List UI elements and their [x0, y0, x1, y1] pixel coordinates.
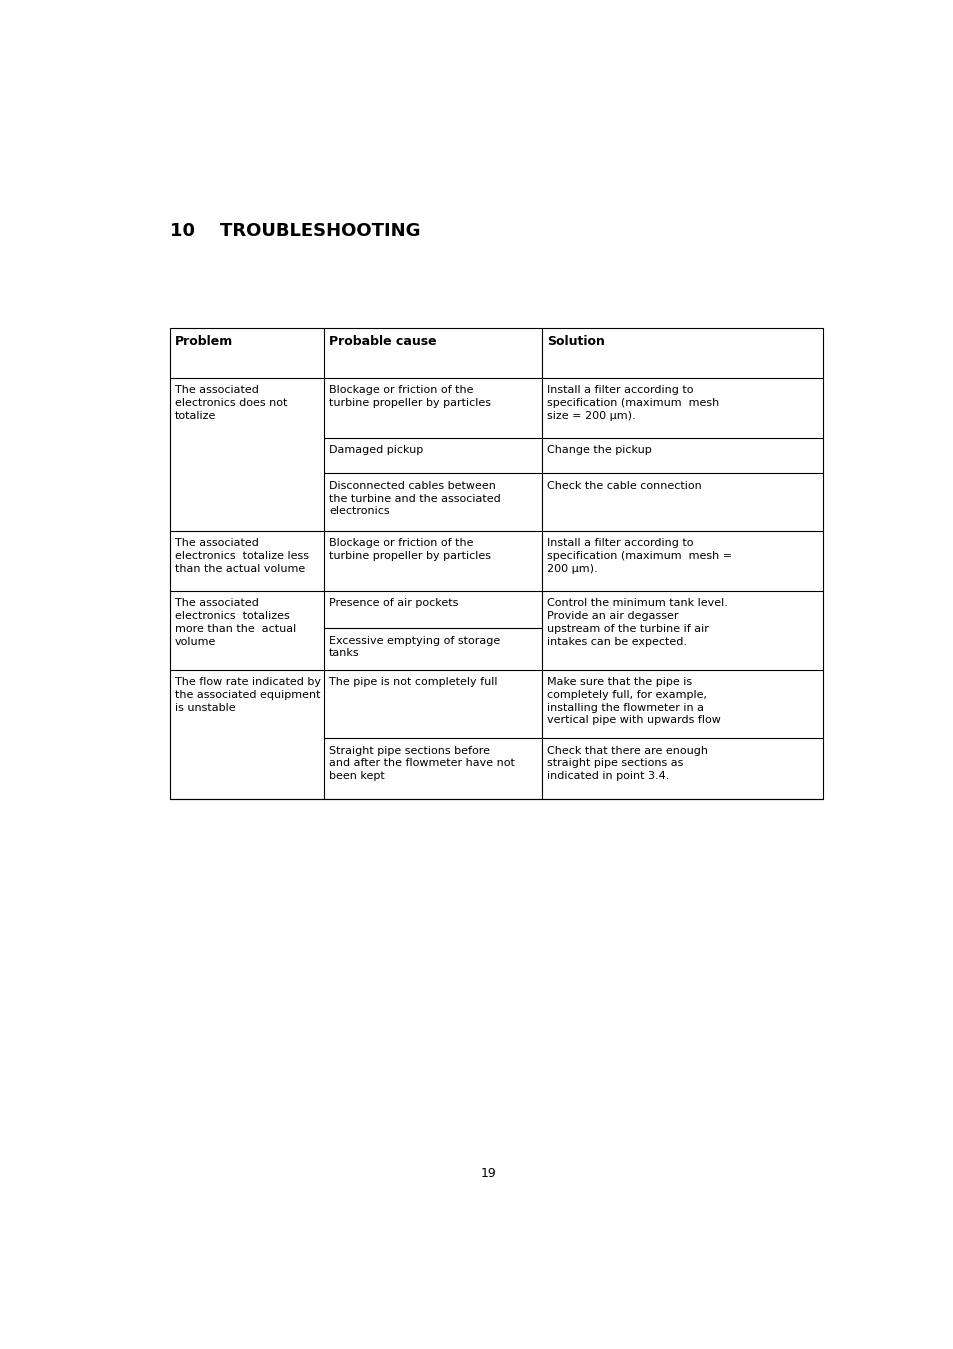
Text: 10    TROUBLESHOOTING: 10 TROUBLESHOOTING — [170, 223, 419, 240]
Bar — [170, 328, 822, 799]
Text: The pipe is not completely full: The pipe is not completely full — [329, 677, 497, 687]
Text: The flow rate indicated by
the associated equipment
is unstable: The flow rate indicated by the associate… — [174, 677, 320, 712]
Text: Presence of air pockets: Presence of air pockets — [329, 598, 457, 608]
Text: Check the cable connection: Check the cable connection — [547, 480, 701, 491]
Text: 19: 19 — [480, 1167, 497, 1180]
Text: Straight pipe sections before
and after the flowmeter have not
been kept: Straight pipe sections before and after … — [329, 746, 515, 781]
Text: Solution: Solution — [547, 336, 604, 348]
Text: Install a filter according to
specification (maximum  mesh
size = 200 μm).: Install a filter according to specificat… — [547, 386, 719, 421]
Text: The associated
electronics  totalizes
more than the  actual
volume: The associated electronics totalizes mor… — [174, 598, 295, 646]
Text: Control the minimum tank level.
Provide an air degasser
upstream of the turbine : Control the minimum tank level. Provide … — [547, 598, 727, 646]
Text: The associated
electronics does not
totalize: The associated electronics does not tota… — [174, 386, 287, 421]
Text: Probable cause: Probable cause — [329, 336, 436, 348]
Text: Problem: Problem — [174, 336, 233, 348]
Text: Check that there are enough
straight pipe sections as
indicated in point 3.4.: Check that there are enough straight pip… — [547, 746, 707, 781]
Text: Excessive emptying of storage
tanks: Excessive emptying of storage tanks — [329, 635, 499, 658]
Text: Install a filter according to
specification (maximum  mesh =
200 μm).: Install a filter according to specificat… — [547, 538, 732, 573]
Text: Blockage or friction of the
turbine propeller by particles: Blockage or friction of the turbine prop… — [329, 386, 491, 407]
Text: Disconnected cables between
the turbine and the associated
electronics: Disconnected cables between the turbine … — [329, 480, 500, 517]
Text: Make sure that the pipe is
completely full, for example,
installing the flowmete: Make sure that the pipe is completely fu… — [547, 677, 720, 726]
Text: The associated
electronics  totalize less
than the actual volume: The associated electronics totalize less… — [174, 538, 309, 573]
Text: Damaged pickup: Damaged pickup — [329, 445, 423, 456]
Text: Change the pickup: Change the pickup — [547, 445, 651, 456]
Text: Blockage or friction of the
turbine propeller by particles: Blockage or friction of the turbine prop… — [329, 538, 491, 561]
